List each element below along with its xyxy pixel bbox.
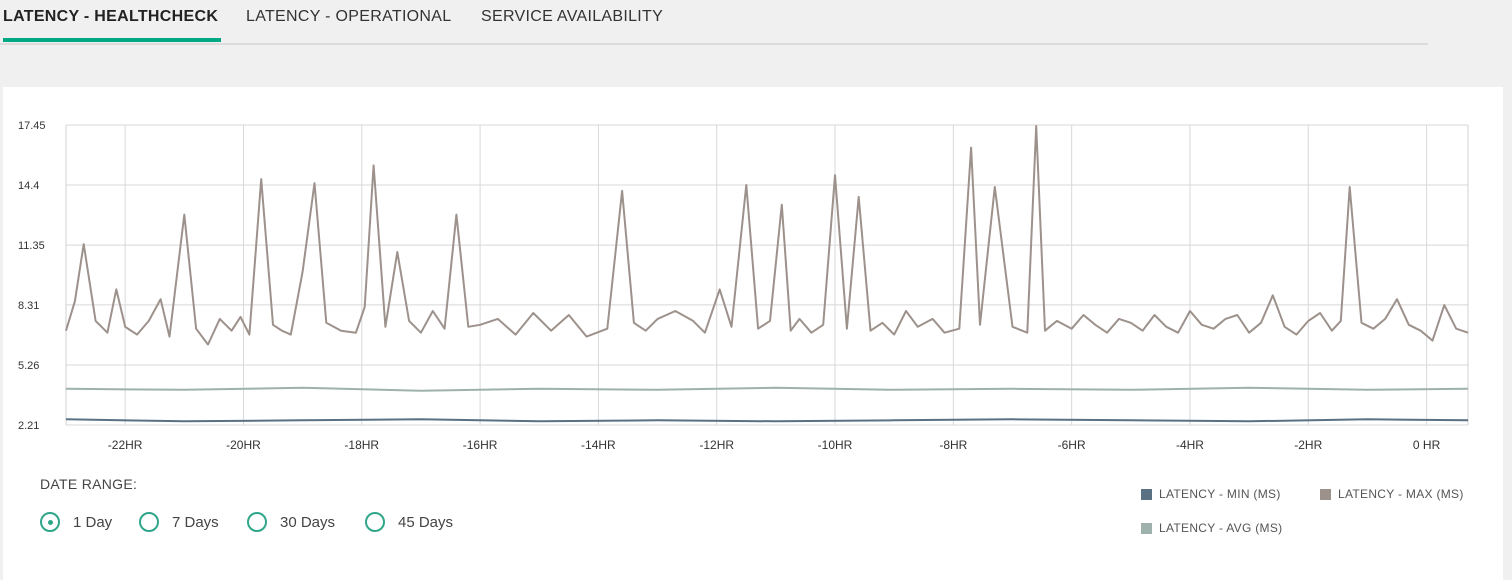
x-tick-label: -4HR xyxy=(1176,438,1204,452)
radio-1-day[interactable]: 1 Day xyxy=(40,510,112,534)
y-tick-label: 8.31 xyxy=(18,300,39,312)
series-line-min xyxy=(65,418,1469,423)
tab-latency-healthcheck[interactable]: LATENCY - HEALTHCHECK xyxy=(3,8,219,25)
radio-circle-checked xyxy=(40,512,60,532)
x-tick-label: -12HR xyxy=(699,438,734,452)
legend-swatch-avg xyxy=(1141,522,1152,534)
latency-chart: 17.45 14.4 11.35 8.31 5.26 2.21 -22HR -20HR -18H… xyxy=(18,120,1469,452)
radio-label: 45 Days xyxy=(398,513,454,531)
x-tick-label: -10HR xyxy=(818,438,853,452)
radio-45-days[interactable]: 45 Days xyxy=(365,510,453,534)
x-tick-label: 0 HR xyxy=(1413,438,1441,452)
y-tick-label: 17.45 xyxy=(18,120,46,132)
tab-latency-operational[interactable]: LATENCY - OPERATIONAL xyxy=(246,8,452,25)
x-tick-label: -8HR xyxy=(939,438,967,452)
radio-circle xyxy=(247,512,267,532)
legend-swatch-min xyxy=(1141,488,1152,500)
y-tick-label: 14.4 xyxy=(18,180,39,192)
legend-label-max: LATENCY - MAX (MS) xyxy=(1338,487,1464,501)
y-tick-label: 2.21 xyxy=(18,420,39,432)
radio-circle xyxy=(139,512,159,532)
x-tick-label: -20HR xyxy=(226,438,261,452)
tab-service-availability[interactable]: SERVICE AVAILABILITY xyxy=(481,8,664,25)
legend-label-avg: LATENCY - AVG (MS) xyxy=(1159,521,1283,535)
x-tick-label: -14HR xyxy=(581,438,616,452)
legend-item-max: LATENCY - MAX (MS) xyxy=(1320,487,1464,501)
x-tick-label: -18HR xyxy=(344,438,379,452)
chart-panel xyxy=(3,87,1503,580)
x-tick-label: -16HR xyxy=(463,438,498,452)
legend-swatch-max xyxy=(1320,488,1331,500)
x-tick-label: -22HR xyxy=(108,438,143,452)
legend-item-min: LATENCY - MIN (MS) xyxy=(1141,487,1281,501)
legend-label-min: LATENCY - MIN (MS) xyxy=(1159,487,1281,501)
active-tab-indicator xyxy=(3,38,221,42)
y-tick-label: 5.26 xyxy=(18,360,39,372)
series-line-max xyxy=(65,125,1469,346)
x-tick-label: -2HR xyxy=(1294,438,1322,452)
series-line-avg xyxy=(65,386,1469,392)
radio-30-days[interactable]: 30 Days xyxy=(247,510,335,534)
radio-label: 30 Days xyxy=(280,513,336,531)
radio-label: 7 Days xyxy=(172,513,219,531)
date-range-label: DATE RANGE: xyxy=(40,476,138,492)
x-tick-label: -6HR xyxy=(1058,438,1086,452)
tab-bar: LATENCY - HEALTHCHECK LATENCY - OPERATIO… xyxy=(0,0,1428,45)
legend-item-avg: LATENCY - AVG (MS) xyxy=(1141,521,1282,535)
radio-circle xyxy=(365,512,385,532)
y-tick-label: 11.35 xyxy=(18,240,45,252)
radio-7-days[interactable]: 7 Days xyxy=(139,510,219,534)
radio-label: 1 Day xyxy=(73,513,113,531)
